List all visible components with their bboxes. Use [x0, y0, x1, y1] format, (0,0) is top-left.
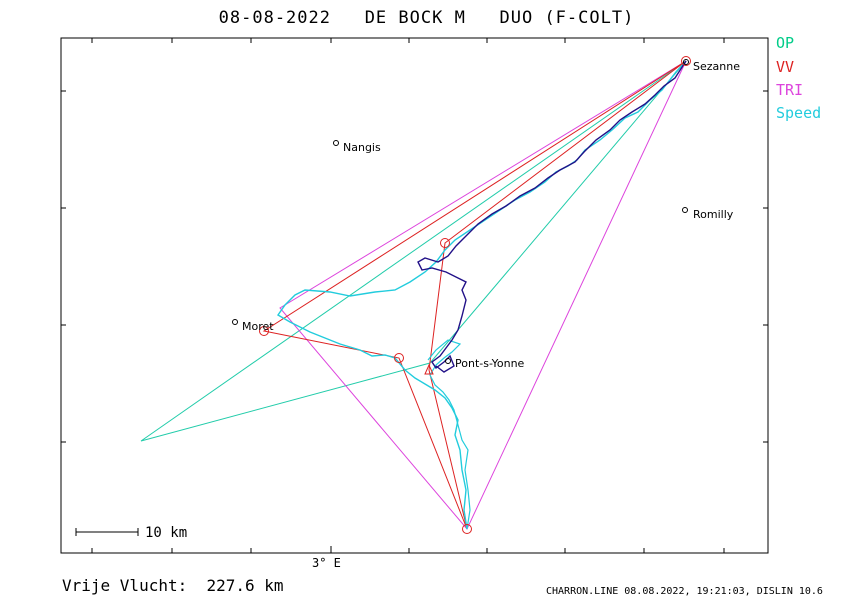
- top-ticks: [91, 38, 725, 43]
- scale-bar: [75, 528, 139, 536]
- vv-route: [262, 60, 687, 530]
- legend-speed: Speed: [776, 104, 822, 122]
- town-nangis: Nangis: [343, 141, 381, 154]
- tri-route: [279, 60, 687, 530]
- town-moret: Moret: [242, 320, 274, 333]
- legend-tri: TRI: [776, 81, 804, 99]
- scale-label: 10 km: [145, 525, 188, 541]
- flight-track-climb: [417, 60, 687, 373]
- credit-label: CHARRON.LINE 08.08.2022, 19:21:03, DISLI…: [546, 586, 823, 597]
- op-route: [140, 60, 687, 442]
- legend-op: OP: [776, 34, 795, 52]
- chart-title: 08-08-2022 DE BOCK M DUO (F-COLT): [218, 8, 635, 28]
- longitude-label: 3° E: [312, 556, 341, 570]
- start-marker: [424, 363, 434, 375]
- left-ticks: [61, 90, 66, 443]
- flight-track-speed: [276, 60, 687, 530]
- legend-vv: VV: [776, 58, 795, 76]
- turnpoints: [259, 56, 691, 534]
- town-pont-s-yonne: Pont-s-Yonne: [455, 357, 525, 370]
- map-frame: [60, 37, 769, 554]
- town-sezanne: Sezanne: [693, 60, 740, 73]
- distance-label: Vrije Vlucht: 227.6 km: [62, 576, 284, 595]
- right-ticks: [763, 90, 768, 443]
- bottom-ticks: [91, 546, 725, 553]
- flight-track-speed-b: [427, 339, 471, 530]
- town-markers: [232, 59, 689, 364]
- town-romilly: Romilly: [693, 208, 734, 221]
